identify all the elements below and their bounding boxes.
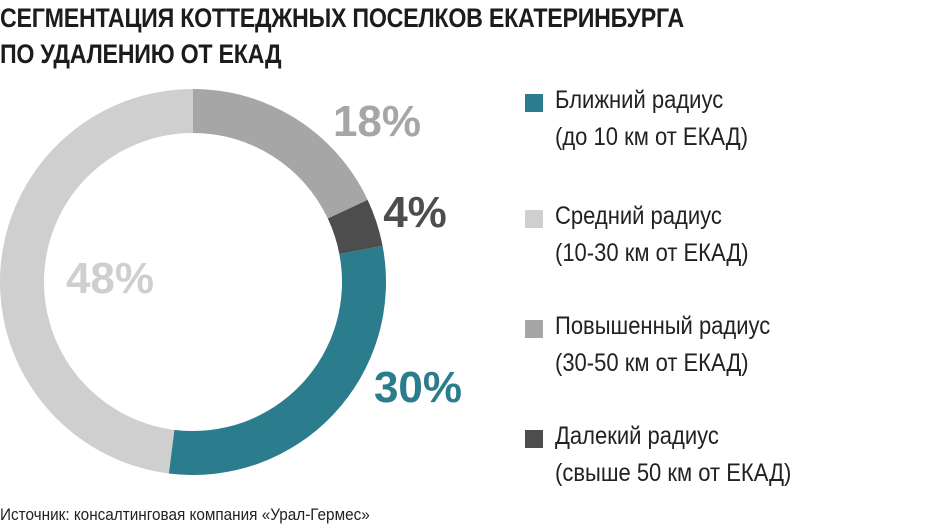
donut-slice-far — [327, 199, 383, 255]
legend-sublabel-far: (свыше 50 км от ЕКАД) — [555, 459, 792, 487]
legend-label-far: Далекий радиус — [555, 422, 719, 450]
legend-sublabel-middle: (10-30 км от ЕКАД) — [555, 239, 749, 267]
chart-title-line2: ПО УДАЛЕНИЮ ОТ ЕКАД — [0, 39, 282, 69]
legend-label-elevated: Повышенный радиус — [555, 312, 771, 340]
value-label-middle: 48% — [66, 254, 154, 303]
legend-sublabel-elevated: (30-50 км от ЕКАД) — [555, 349, 749, 377]
legend-label-middle: Средний радиус — [555, 202, 722, 230]
value-label-far: 4% — [383, 188, 447, 237]
legend-swatch-far — [525, 430, 543, 448]
legend-sublabel-near: (до 10 км от ЕКАД) — [555, 123, 749, 151]
legend-label-near: Ближний радиус — [555, 86, 724, 114]
source-note: Источник: консалтинговая компания «Урал-… — [0, 505, 370, 524]
donut-value-labels: 18% 4% 30% 48% — [66, 97, 462, 412]
donut-slice-middle — [0, 89, 193, 474]
chart-title-line1: СЕГМЕНТАЦИЯ КОТТЕДЖНЫХ ПОСЕЛКОВ ЕКАТЕРИН… — [0, 3, 684, 33]
donut-slice-near — [168, 245, 387, 476]
donut-slice-elevated — [193, 89, 368, 219]
legend-swatch-middle — [525, 210, 543, 228]
legend-swatch-elevated — [525, 320, 543, 338]
value-label-elevated: 18% — [333, 97, 421, 146]
legend-swatch-near — [525, 94, 543, 112]
donut-slices — [0, 89, 387, 476]
chart-title: СЕГМЕНТАЦИЯ КОТТЕДЖНЫХ ПОСЕЛКОВ ЕКАТЕРИН… — [0, 0, 684, 72]
value-label-near: 30% — [374, 363, 462, 412]
